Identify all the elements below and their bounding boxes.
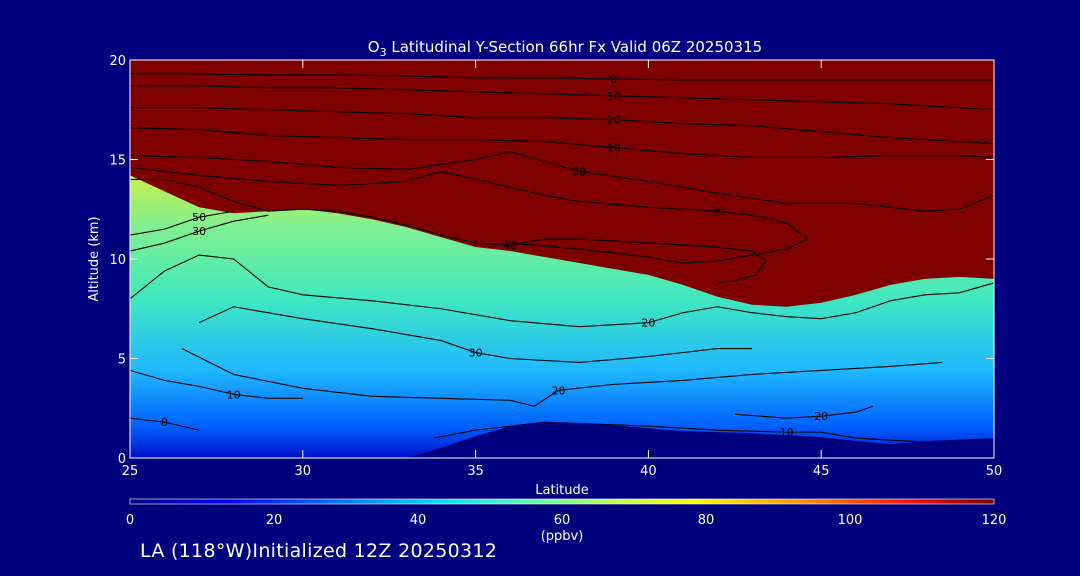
terrain-surface	[130, 422, 994, 458]
stratosphere-high-ozone-area	[130, 60, 994, 307]
colorbar-tick-label: 0	[126, 513, 134, 528]
contour-line	[130, 254, 994, 328]
model-run-footer: LA (118°W)Initialized 12Z 20250312	[140, 540, 498, 562]
colorbar-tick-labels: 0 20 40 60 80 100 120	[126, 513, 1007, 528]
contour-line	[734, 405, 874, 419]
colorbar-tick-label: 80	[698, 513, 715, 528]
y-tick-label: 15	[109, 154, 126, 169]
contour-level-label: 30	[711, 205, 725, 218]
contour-level-label: 20	[552, 384, 566, 397]
contour-line	[130, 178, 767, 284]
colorbar-tick-label: 100	[838, 513, 863, 528]
contour-line	[198, 306, 753, 364]
contour-level-label: 10	[607, 90, 621, 103]
contour-level-label: 20	[607, 114, 621, 127]
y-tick-label: 10	[109, 253, 126, 268]
contour-line	[130, 73, 994, 81]
contour-line	[130, 210, 234, 236]
contour-level-label: 20	[641, 317, 655, 330]
y-tick-label: 5	[118, 353, 126, 368]
contour-line	[434, 421, 994, 443]
contour-level-label: 30	[469, 347, 483, 360]
contour-line	[130, 166, 809, 264]
x-tick-label: 25	[122, 464, 139, 479]
colorbar-tick-label: 60	[554, 513, 571, 528]
x-axis-label: Latitude	[535, 483, 589, 498]
contour-level-label: 40	[503, 239, 517, 252]
contour-line	[130, 369, 303, 399]
y-tick-label: 0	[118, 452, 126, 467]
x-tick-label: 40	[640, 464, 657, 479]
x-tick-label: 50	[986, 464, 1003, 479]
contour-level-label: 20	[572, 165, 586, 178]
x-axis-ticks: 25 30 35 40 45 50	[122, 60, 1003, 479]
y-axis-label: Altitude (km)	[87, 216, 102, 301]
contour-level-label: 10	[227, 388, 241, 401]
colorbar	[130, 499, 994, 504]
contour-line	[181, 348, 943, 407]
contour-line	[130, 127, 994, 159]
y-tick-label: 20	[109, 54, 126, 69]
contour-level-label: 20	[814, 410, 828, 423]
contour-level-label: 10	[607, 142, 621, 155]
contour-level-label: 0	[610, 73, 617, 86]
colorbar-tick-label: 20	[266, 513, 283, 528]
contour-line	[130, 417, 200, 431]
x-tick-label: 45	[813, 464, 830, 479]
x-tick-label: 30	[295, 464, 312, 479]
colorbar-units-label: (ppbv)	[541, 529, 584, 544]
contour-level-label: 0	[161, 416, 168, 429]
contour-line	[130, 150, 994, 212]
colorbar-tick-label: 120	[982, 513, 1007, 528]
contour-level-label: 30	[192, 225, 206, 238]
contour-line	[130, 85, 994, 111]
contour-line	[130, 214, 269, 252]
chart-title: O3 Latitudinal Y-Section 66hr Fx Valid 0…	[368, 38, 762, 59]
contour-level-label: 50	[192, 211, 206, 224]
contour-line	[130, 107, 994, 145]
y-axis-ticks: 0 5 10 15 20	[109, 54, 994, 467]
x-tick-label: 35	[467, 464, 484, 479]
colorbar-tick-label: 40	[410, 513, 427, 528]
